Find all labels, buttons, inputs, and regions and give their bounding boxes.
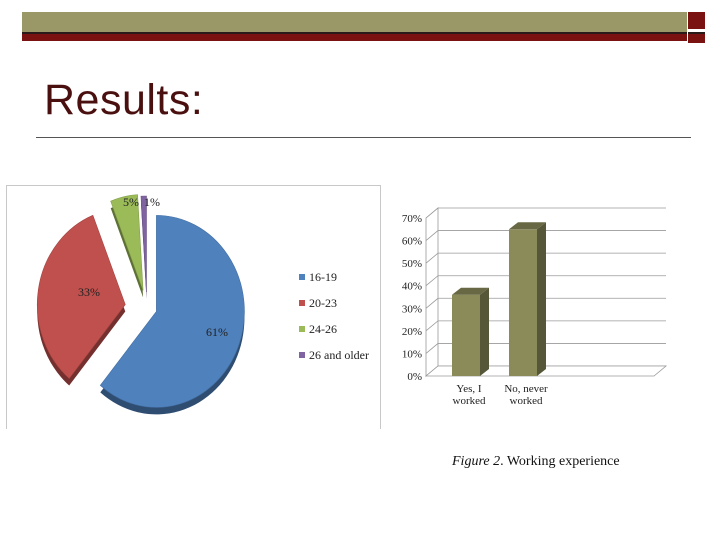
legend-label: 26 and older	[309, 348, 369, 362]
gridline	[425, 252, 666, 264]
age-pie-chart: 61% 33% 5% 1% 16-19 20-23 24-26 26 and olde…	[6, 185, 381, 429]
gridline	[425, 297, 666, 309]
gridline	[425, 343, 666, 354]
legend-swatch	[299, 352, 305, 358]
x-tick-label: Yes, I	[456, 383, 482, 395]
plot-side-wall	[425, 207, 439, 377]
pie-data-label: 61%	[206, 325, 228, 339]
legend-swatch	[299, 300, 305, 306]
bar-top	[452, 287, 489, 295]
bar-side	[480, 287, 489, 376]
y-tick-label: 60%	[402, 236, 422, 248]
plot-back-wall	[438, 208, 666, 366]
title-underline	[36, 137, 691, 138]
pie-slice	[140, 195, 147, 293]
y-tick-label: 10%	[402, 348, 422, 360]
x-tick-label: worked	[453, 395, 486, 407]
gridline	[425, 275, 666, 287]
header-divider	[22, 32, 687, 34]
bar-side	[537, 222, 546, 376]
gridline	[425, 207, 666, 219]
pie-chart-canvas: 61% 33% 5% 1%	[37, 194, 245, 415]
bar-top	[509, 222, 546, 230]
y-tick-label: 70%	[402, 213, 422, 225]
figure-caption-text: . Working experience	[500, 454, 620, 469]
pie-slice	[110, 194, 144, 291]
pie-slice	[37, 214, 126, 379]
bar	[509, 229, 537, 376]
x-tick-label: worked	[510, 395, 543, 407]
legend-label: 20-23	[309, 296, 337, 310]
slide-title: Results:	[44, 76, 204, 124]
gridline	[425, 320, 666, 332]
pie-data-label: 33%	[78, 285, 100, 299]
corner-square	[688, 12, 705, 29]
y-tick-label: 0%	[407, 371, 422, 383]
pie-data-label: 5%	[123, 195, 139, 209]
gridline	[425, 230, 666, 241]
x-tick-label: No, never	[504, 383, 548, 395]
figure-caption: Figure 2. Working experience	[452, 454, 620, 470]
header-band	[22, 12, 687, 32]
pie-data-label: 1%	[144, 195, 160, 209]
legend-label: 16-19	[309, 270, 337, 284]
y-tick-label: 40%	[402, 281, 422, 293]
figure-number: Figure 2	[452, 454, 501, 469]
y-tick-label: 20%	[402, 326, 422, 338]
legend-label: 24-26	[309, 322, 337, 336]
y-tick-label: 50%	[402, 258, 422, 270]
corner-square-lower	[688, 32, 705, 43]
header-stripe	[22, 34, 687, 41]
legend-swatch	[299, 326, 305, 332]
pie-slice	[99, 215, 245, 408]
bar	[452, 294, 480, 376]
legend-swatch	[299, 274, 305, 280]
y-tick-label: 30%	[402, 303, 422, 315]
